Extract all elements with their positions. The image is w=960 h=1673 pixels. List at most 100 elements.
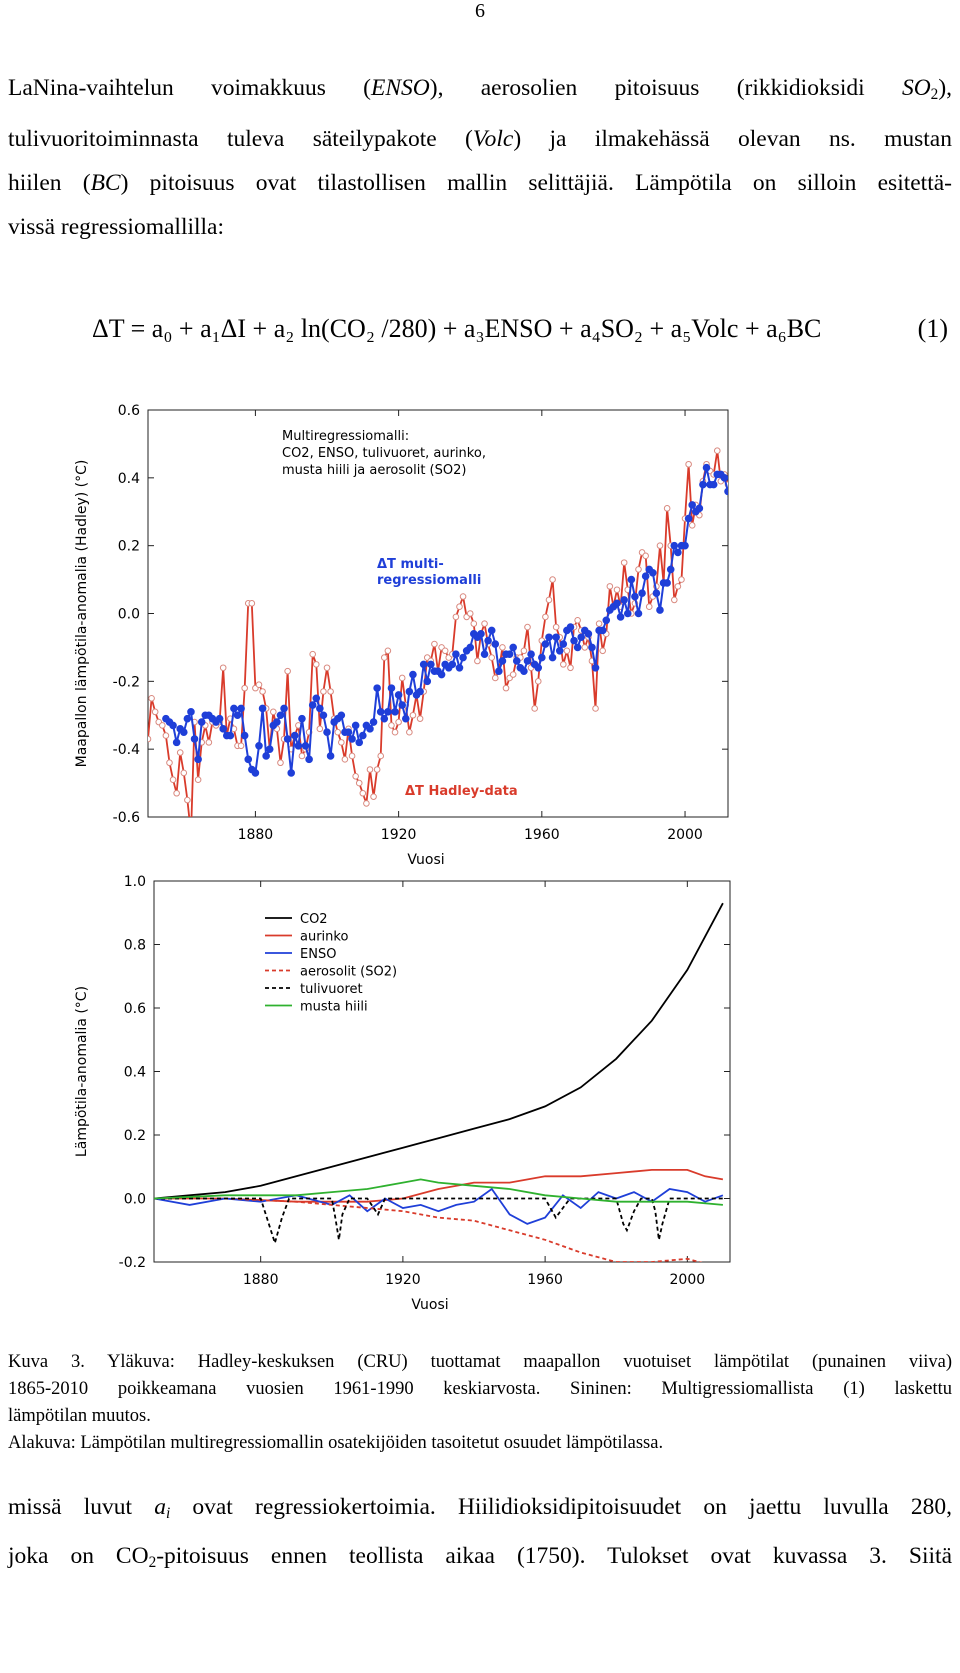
multiregression-point [376,708,385,716]
hadley-point [255,681,263,689]
multiregression-point [570,636,578,645]
multiregression-point [194,755,202,764]
y-tick-label: 0.2 [118,539,140,555]
hadley-point [166,759,173,767]
multiregression-point [301,741,310,750]
multiregression-point [380,714,389,723]
multiregression-point [466,643,475,652]
hadley-point [416,715,424,722]
hadley-point [338,739,345,746]
caption-line: 1865-2010 poikkeamana vuosien 1961-1990 … [8,1379,952,1399]
multiregression-point [634,609,643,618]
intro-text-run: Volc [472,125,514,152]
multiregression-point [169,721,177,730]
hadley-point [248,600,256,607]
hadley-point [560,661,567,668]
multiregression-point [688,501,696,509]
equation-formula: ΔT = a₀ + a₁ΔI + a₂ ln(CO₂ /280) + a₃ENS… [92,314,822,343]
multiregression-point [598,626,607,635]
multiregression-point [308,701,317,709]
y-tick-label: 0.4 [124,1065,146,1081]
legend-label: CO2 [300,912,328,927]
y-tick-label: -0.6 [113,810,140,826]
hadley-point [488,654,496,661]
hadley-point [219,664,227,672]
intro-text-run: ), aerosolien pitoisuus (rikkidioksidi [429,75,902,101]
multiregression-point [602,616,611,625]
multiregression-point [545,633,553,642]
hadley-point [592,705,599,712]
hadley-point [491,674,499,682]
multiregression-point [732,468,739,475]
legend-label: aurinko [300,930,348,945]
hadley-point [409,711,417,719]
multiregression-point [484,636,492,645]
plot-frame [153,880,731,1263]
multiregression-point [559,640,568,648]
multiregression-point [666,565,675,574]
multiregression-point [477,630,485,638]
hadley-point [205,739,213,746]
multiregression-point [427,660,435,669]
multiregression-point [394,691,403,699]
multiregression-point [520,667,528,675]
caption-line: Alakuva: Lämpötilan multiregressiomallin… [8,1433,664,1453]
multiregression-point [298,714,306,723]
multiregression-point [495,667,503,675]
intro-text-run: ), [938,75,953,101]
y-tick-label: 0.6 [118,403,140,419]
multiregression-point [255,741,263,750]
annotation-multi: ΔT multi- [377,557,444,572]
page-number: 6 [475,0,485,22]
multiregression-point [187,708,195,716]
hadley-point [370,793,377,800]
hadley-point [713,447,721,455]
multiregression-point [391,708,399,716]
hadley-point [534,678,542,685]
multiregression-point [290,731,299,740]
intro-line: tulivuoritoiminnasta tuleva säteilypakot… [8,117,952,161]
figure-bottom: 1.0 0.8 0.6 0.4 0.2 0.0 -0.2 1880 1920 1960 2000 Vu… [70,871,810,1341]
hadley-point [391,728,399,736]
bottom-text-run: -pitoisuus ennen teollista aikaa (1750).… [156,1542,953,1569]
multiregression-point [369,718,378,726]
multiregression-point [226,731,235,740]
chart-bottom: 1.0 0.8 0.6 0.4 0.2 0.0 -0.2 1880 1920 1960 2000 Vu… [74,874,731,1313]
caption-line: lämpötilan muutos. [8,1406,151,1426]
hadley-point [169,776,177,783]
x-tick-label: 2000 [667,827,703,843]
multiregression-point [258,704,267,713]
hadley-point [309,650,316,658]
multiregression-point [541,640,550,648]
hadley-point [373,766,381,773]
hadley-point [277,759,284,767]
bottom-paragraph: missä luvut ai ovat regressiokertoimia. … [8,1486,952,1584]
intro-text-run: ) pitoisuus ovat tilastollisen mallin se… [120,169,952,196]
multiregression-point [652,589,661,597]
multiregression-point [398,701,406,709]
hadley-point [388,722,395,729]
plot-area [148,447,739,817]
multiregression-point [172,738,181,747]
bottom-text-run: joka on CO [8,1542,149,1569]
multiregression-point [566,623,575,631]
multiregression-point [684,514,693,523]
multiregression-point [384,708,392,716]
hadley-point [398,674,406,682]
hadley-point [509,671,517,678]
hadley-point [459,593,467,600]
intro-text-run: SO [901,75,931,101]
co2-line [154,902,724,1200]
multiregression-point [312,694,321,703]
hadley-point [663,505,671,512]
plot-area [154,902,724,1262]
multiregression-point [337,711,346,720]
multiregression-point [190,735,199,743]
hadley-point [595,620,603,627]
hadley-point [642,552,649,560]
multiregression-point [294,741,303,750]
multiregression-point [702,463,711,472]
multiregression-point [265,745,274,753]
hadley-point [574,616,581,624]
intro-text-run: LaNina-vaihtelun voimakkuus ( [8,75,371,101]
